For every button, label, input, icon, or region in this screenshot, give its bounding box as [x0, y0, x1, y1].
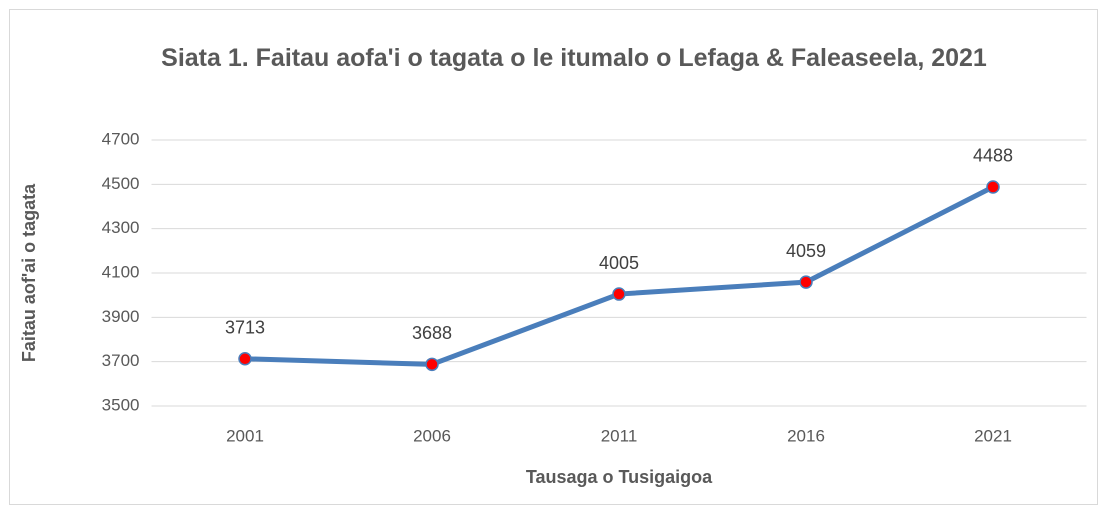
data-point — [799, 275, 813, 289]
data-point — [425, 357, 439, 372]
x-tick-label: 2021 — [974, 426, 1012, 445]
data-label: 4488 — [973, 146, 1013, 166]
y-tick-label: 4100 — [102, 262, 140, 281]
y-tick-label: 4500 — [102, 174, 140, 193]
x-axis-label: Tausaga o Tusigaigoa — [526, 467, 713, 487]
y-tick-label: 3900 — [102, 307, 140, 326]
chart-title: Siata 1. Faitau aofa'i o tagata o le itu… — [161, 44, 987, 72]
data-label: 4059 — [786, 241, 826, 261]
x-tick-label: 2006 — [413, 426, 451, 445]
y-tick-label: 4300 — [102, 218, 140, 237]
data-label: 3688 — [412, 323, 452, 343]
data-point — [986, 180, 1000, 194]
x-tick-label: 2001 — [226, 426, 264, 445]
y-tick-label: 3700 — [102, 351, 140, 370]
chart-border — [9, 9, 1098, 505]
data-point — [612, 287, 626, 301]
data-label: 4005 — [599, 253, 639, 273]
data-label: 3713 — [225, 318, 265, 338]
y-tick-label: 4700 — [102, 129, 140, 148]
x-tick-label: 2011 — [601, 426, 638, 445]
y-axis-label: Faitau aof'ai o tagata — [19, 183, 39, 362]
x-tick-label: 2016 — [787, 426, 825, 445]
y-tick-label: 3500 — [102, 395, 140, 414]
data-point — [238, 352, 252, 366]
